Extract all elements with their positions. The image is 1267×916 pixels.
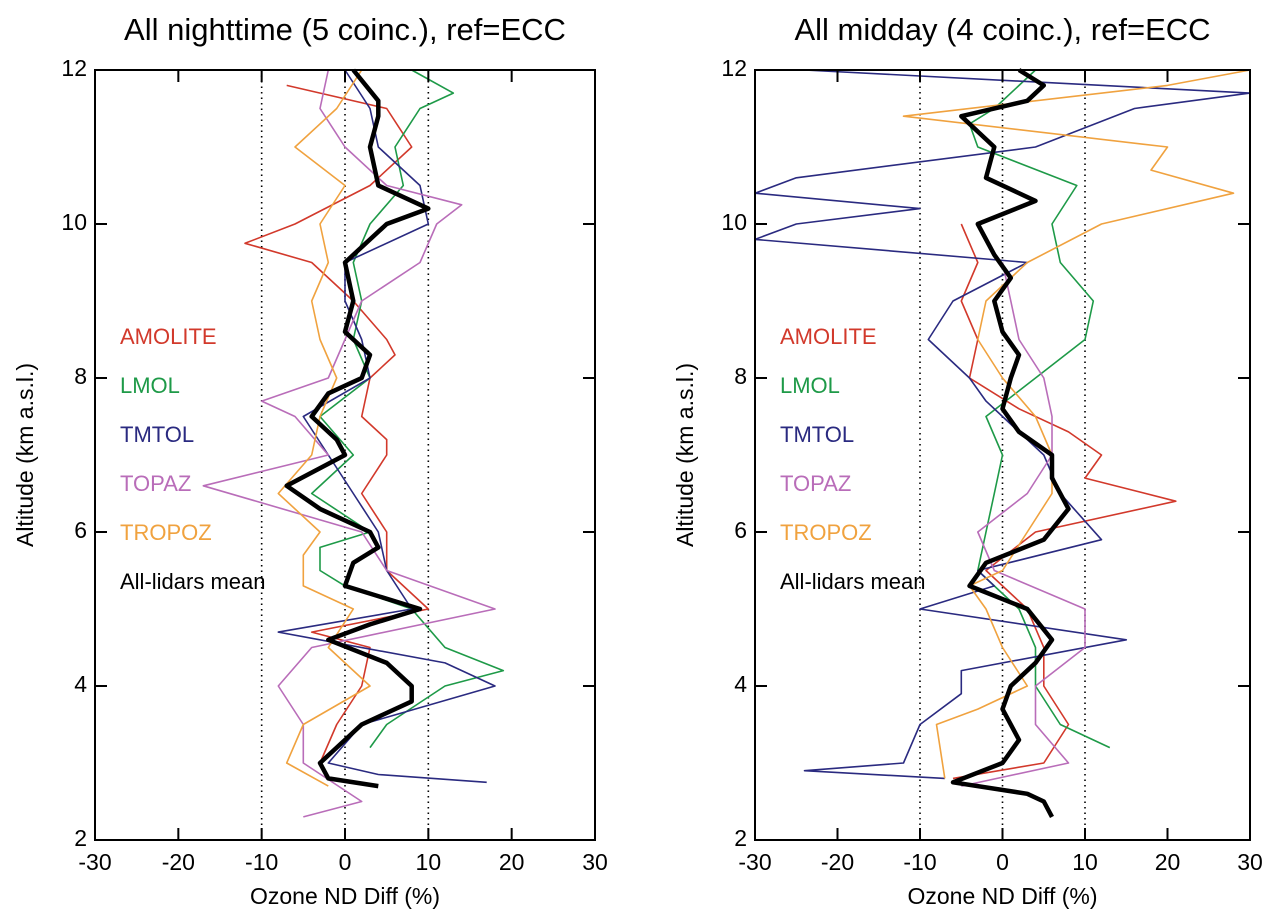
y-tick-label: 6 (74, 517, 87, 543)
x-tick-label: -30 (78, 849, 111, 875)
panel: All nighttime (5 coinc.), ref=ECC Ozone N… (12, 12, 608, 909)
y-tick-label: 8 (74, 363, 87, 389)
x-tick-label: -20 (821, 849, 854, 875)
x-tick-label: 0 (339, 849, 352, 875)
profile-line (284, 68, 431, 789)
legend-label: TOPAZ (780, 471, 851, 496)
y-tick-label: 2 (74, 825, 87, 851)
y-tick-label: 12 (721, 55, 747, 81)
x-tick-label: -20 (162, 849, 195, 875)
y-axis-label: Altitude (km a.s.l.) (672, 363, 698, 547)
x-tick-label: 10 (416, 849, 442, 875)
y-tick-label: 10 (721, 209, 747, 235)
x-tick-label: -30 (738, 849, 771, 875)
profile-line (968, 69, 1111, 749)
x-tick-label: 30 (1237, 849, 1263, 875)
y-tick-label: 4 (74, 671, 87, 697)
y-tick-label: 4 (734, 671, 747, 697)
x-tick-label: 20 (499, 849, 525, 875)
profile-line (277, 69, 371, 787)
legend-label: TMTOL (120, 422, 194, 447)
profile-line (310, 69, 505, 749)
legend-label: TOPAZ (120, 471, 191, 496)
x-tick-label: 10 (1072, 849, 1098, 875)
x-tick-label: 20 (1155, 849, 1181, 875)
profile-line (754, 69, 1251, 780)
x-axis-label: Ozone ND Diff (%) (907, 883, 1097, 909)
panel-title: All nighttime (5 coinc.), ref=ECC (124, 12, 566, 47)
legend-label: LMOL (780, 373, 840, 398)
x-axis-label: Ozone ND Diff (%) (250, 883, 440, 909)
profile-line (952, 223, 1177, 780)
panel: All midday (4 coinc.), ref=ECC Ozone ND D… (672, 12, 1263, 909)
profile-line (950, 68, 1071, 818)
y-tick-label: 6 (734, 517, 747, 543)
legend-label: LMOL (120, 373, 180, 398)
y-axis-label: Altitude (km a.s.l.) (12, 363, 38, 547)
legend-label: TROPOZ (780, 520, 872, 545)
y-tick-label: 12 (61, 55, 87, 81)
y-tick-label: 2 (734, 825, 747, 851)
x-tick-label: -10 (903, 849, 936, 875)
legend-label: All-lidars mean (120, 569, 266, 594)
profile-line (961, 262, 1086, 787)
x-tick-label: 30 (582, 849, 608, 875)
panel-title: All midday (4 coinc.), ref=ECC (794, 12, 1210, 47)
profile-line (902, 69, 1251, 779)
legend-label: All-lidars mean (780, 569, 926, 594)
legend-label: TROPOZ (120, 520, 212, 545)
x-tick-label: -10 (245, 849, 278, 875)
y-tick-label: 10 (61, 209, 87, 235)
legend-label: AMOLITE (120, 324, 217, 349)
y-tick-label: 8 (734, 363, 747, 389)
legend-label: AMOLITE (780, 324, 877, 349)
profile-line (202, 69, 496, 818)
legend-label: TMTOL (780, 422, 854, 447)
profile-line (277, 69, 496, 784)
x-tick-label: 0 (996, 849, 1009, 875)
